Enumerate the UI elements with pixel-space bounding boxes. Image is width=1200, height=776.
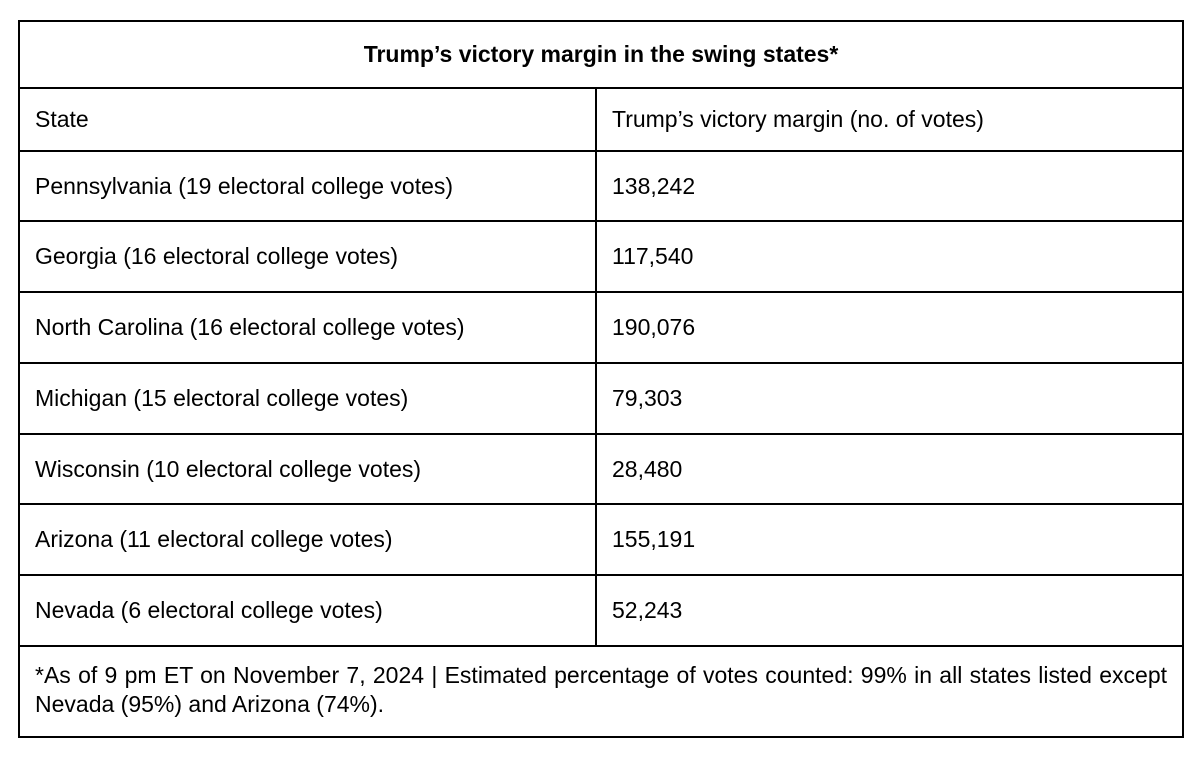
table-row: Pennsylvania (19 electoral college votes… [18, 149, 1185, 223]
margin-cell: 52,243 [594, 574, 1185, 647]
footnote-row: *As of 9 pm ET on November 7, 2024 | Est… [17, 644, 1185, 739]
table-row: Nevada (6 electoral college votes) 52,24… [18, 574, 1185, 647]
state-cell: Wisconsin (10 electoral college votes) [18, 432, 597, 506]
margin-cell: 79,303 [594, 361, 1185, 435]
table-row: Arizona (11 electoral college votes) 155… [18, 503, 1185, 576]
table-row: Wisconsin (10 electoral college votes) 2… [18, 432, 1185, 506]
page: Trump’s victory margin in the swing stat… [17, 20, 1185, 739]
swing-states-table: Trump’s victory margin in the swing stat… [17, 20, 1185, 739]
state-cell: North Carolina (16 electoral college vot… [18, 291, 597, 364]
table-row: Michigan (15 electoral college votes) 79… [18, 361, 1185, 435]
table-title: Trump’s victory margin in the swing stat… [17, 20, 1185, 89]
margin-cell: 190,076 [594, 291, 1185, 364]
margin-cell: 117,540 [594, 220, 1185, 293]
title-row: Trump’s victory margin in the swing stat… [17, 20, 1185, 89]
state-cell: Nevada (6 electoral college votes) [18, 574, 597, 647]
state-cell: Michigan (15 electoral college votes) [18, 361, 597, 435]
column-header-state: State [18, 86, 597, 152]
column-header-margin: Trump’s victory margin (no. of votes) [594, 86, 1185, 152]
state-cell: Pennsylvania (19 electoral college votes… [18, 149, 597, 223]
header-row: State Trump’s victory margin (no. of vot… [18, 86, 1185, 152]
margin-cell: 138,242 [594, 149, 1185, 223]
table-row: North Carolina (16 electoral college vot… [18, 291, 1185, 364]
state-cell: Arizona (11 electoral college votes) [18, 503, 597, 576]
margin-cell: 28,480 [594, 432, 1185, 506]
margin-cell: 155,191 [594, 503, 1185, 576]
state-cell: Georgia (16 electoral college votes) [18, 220, 597, 293]
footnote: *As of 9 pm ET on November 7, 2024 | Est… [17, 644, 1185, 739]
table-row: Georgia (16 electoral college votes) 117… [18, 220, 1185, 293]
